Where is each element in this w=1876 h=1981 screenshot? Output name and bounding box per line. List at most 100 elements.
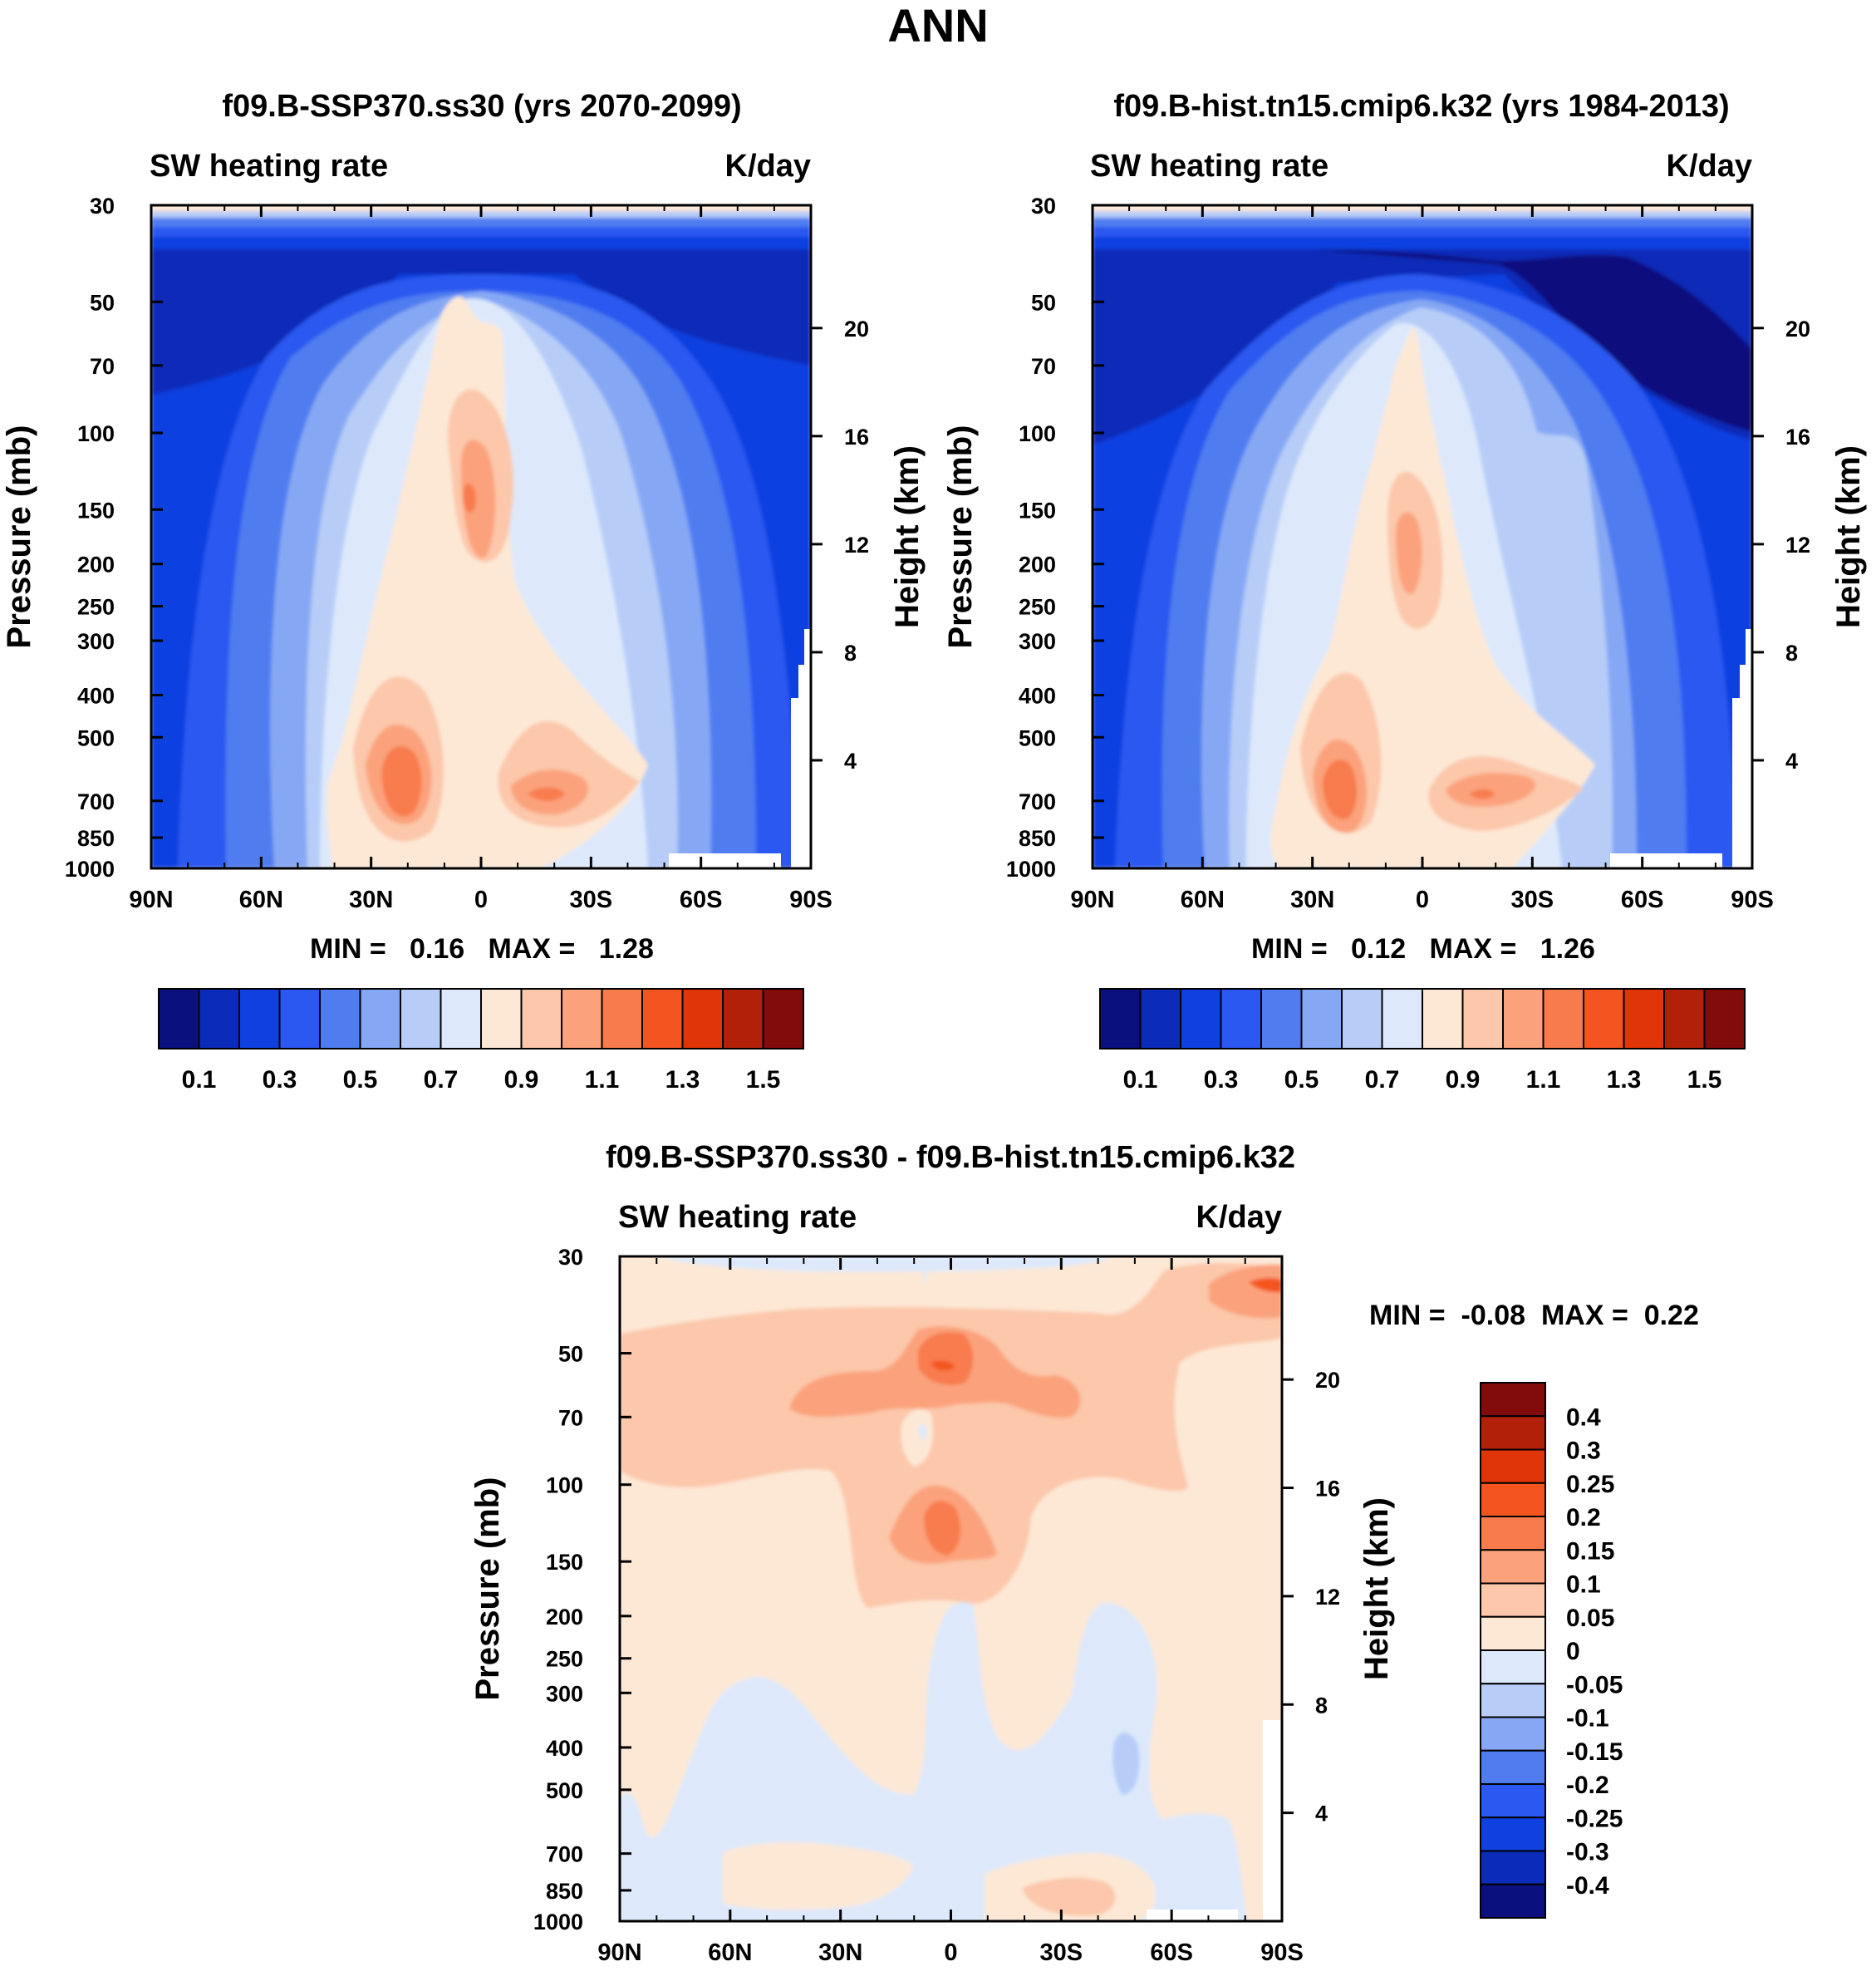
colorbar-box (722, 988, 764, 1049)
y-tick-label: 400 (546, 1736, 583, 1761)
y-tick-label: 100 (546, 1473, 583, 1498)
panel-title: f09.B-SSP370.ss30 - f09.B-hist.tn15.cmip… (606, 1140, 1295, 1175)
colorbar-label: 0.5 (343, 1066, 378, 1094)
colorbar-box (1220, 988, 1262, 1049)
colorbar-box (1703, 988, 1746, 1049)
colorbar-box (1583, 988, 1625, 1049)
y2-tick-label: 12 (1315, 1585, 1340, 1610)
colorbar-label: 1.5 (746, 1066, 781, 1094)
x-tick-label: 60S (1150, 1939, 1193, 1966)
colorbar-box (1480, 1649, 1546, 1685)
contour-fill (1249, 1278, 1282, 1293)
y-tick-label: 150 (546, 1550, 583, 1575)
right-string: K/day (1196, 1200, 1282, 1235)
colorbar-box (601, 988, 643, 1049)
contour-fill (463, 483, 476, 513)
y-tick-label: 70 (1031, 354, 1056, 379)
contour-fill (723, 1842, 914, 1910)
missing-data (798, 665, 811, 702)
y-tick-label: 150 (77, 498, 115, 523)
y2-tick-label: 8 (1315, 1693, 1328, 1718)
y-tick-label: 30 (90, 194, 115, 219)
panel-title: f09.B-hist.tn15.cmip6.k32 (yrs 1984-2013… (1113, 89, 1729, 124)
y-tick-label: 500 (546, 1778, 583, 1803)
x-tick-label: 90S (1260, 1939, 1304, 1966)
right-string: K/day (725, 149, 811, 184)
colorbar-box (1480, 1783, 1546, 1819)
panel-ssp370: f09.B-SSP370.ss30 (yrs 2070-2099) SW hea… (1, 89, 926, 1094)
colorbar-label: 0.7 (424, 1066, 459, 1094)
colorbar-box (198, 988, 240, 1049)
contour-fill (1209, 1264, 1282, 1319)
y-tick-label: 500 (77, 725, 115, 750)
y-tick-label: 70 (558, 1405, 583, 1430)
colorbar-label: 0.1 (1123, 1066, 1158, 1094)
colorbar-label: 0.4 (1566, 1403, 1601, 1431)
colorbar-label: 0.25 (1566, 1471, 1614, 1498)
pressure-axis: 30 50 70 100 150 200 250 300 400 500 700 850 1000 (533, 1245, 631, 1934)
y2-tick-label: 12 (844, 533, 869, 558)
colorbar-box (1480, 1816, 1546, 1852)
y-tick-label: 700 (546, 1842, 583, 1867)
colorbar-label: -0.1 (1566, 1705, 1609, 1733)
colorbar-label: 0.7 (1365, 1066, 1400, 1094)
colorbar-box (1099, 988, 1142, 1049)
y-tick-label: 300 (1019, 629, 1056, 654)
x-tick-label: 30N (1290, 887, 1334, 913)
y-tick-label: 850 (1019, 826, 1056, 851)
contour-fill (1446, 773, 1535, 807)
max-label: MAX = (489, 933, 576, 965)
contour-fill (151, 237, 811, 249)
missing-data (669, 853, 781, 868)
colorbar-box (1480, 1549, 1546, 1585)
colorbar-box (1480, 1382, 1546, 1418)
contour-fill (656, 1256, 1113, 1272)
colorbar-box (1139, 988, 1181, 1049)
colorbar-label: 0.1 (182, 1066, 217, 1094)
colorbar-label: 0.1 (1566, 1571, 1601, 1599)
colorbar-box (1480, 1415, 1546, 1451)
min-value: 0.16 (410, 933, 464, 965)
colorbar-label: -0.15 (1566, 1738, 1623, 1766)
x-tick-label: 60N (708, 1939, 752, 1966)
y2-tick-label: 4 (1785, 749, 1798, 774)
x-tick-label: 30S (570, 887, 613, 913)
missing-data (791, 698, 811, 868)
y2-tick-label: 4 (844, 749, 857, 774)
y-tick-label: 300 (546, 1681, 583, 1706)
x-tick-label: 30N (349, 887, 393, 913)
contour-fill (1323, 759, 1357, 819)
x-tick-label: 30N (818, 1939, 862, 1966)
colorbar-label: 1.3 (665, 1066, 700, 1094)
colorbar-box (1663, 988, 1706, 1049)
panel-title: f09.B-SSP370.ss30 (yrs 2070-2099) (222, 89, 741, 124)
y-tick-label: 200 (77, 553, 115, 578)
contour-fill (924, 1256, 935, 1284)
x-tick-label: 30S (1040, 1939, 1083, 1966)
colorbar-label: 0.9 (504, 1066, 539, 1094)
contour-fill (924, 1501, 960, 1556)
y2-tick-label: 20 (1315, 1368, 1340, 1393)
max-value: 1.26 (1540, 933, 1595, 965)
colorbar-box (1480, 1482, 1546, 1517)
max-value: 0.22 (1644, 1300, 1699, 1331)
min-value: 0.12 (1351, 933, 1406, 965)
y-tick-label: 100 (1019, 421, 1056, 446)
y-tick-label: 50 (90, 290, 115, 315)
colorbar-box (762, 988, 804, 1049)
colorbar-box (520, 988, 562, 1049)
colorbar-box (1422, 988, 1464, 1049)
x-tick-label: 0 (1416, 887, 1429, 913)
y-tick-label: 1000 (1006, 857, 1056, 882)
colorbar-label: 0.3 (1566, 1438, 1601, 1465)
x-tick-label: 90S (1731, 887, 1774, 913)
colorbar-box (440, 988, 482, 1049)
contour-fill (1313, 249, 1752, 432)
contour-fill (931, 1360, 955, 1371)
contour-fill (901, 1408, 934, 1467)
x-tick-label: 60N (239, 887, 283, 913)
colorbar-box (561, 988, 603, 1049)
min-label: MIN = (310, 933, 386, 965)
contour-field (151, 205, 811, 868)
y2-tick-label: 4 (1315, 1802, 1328, 1826)
